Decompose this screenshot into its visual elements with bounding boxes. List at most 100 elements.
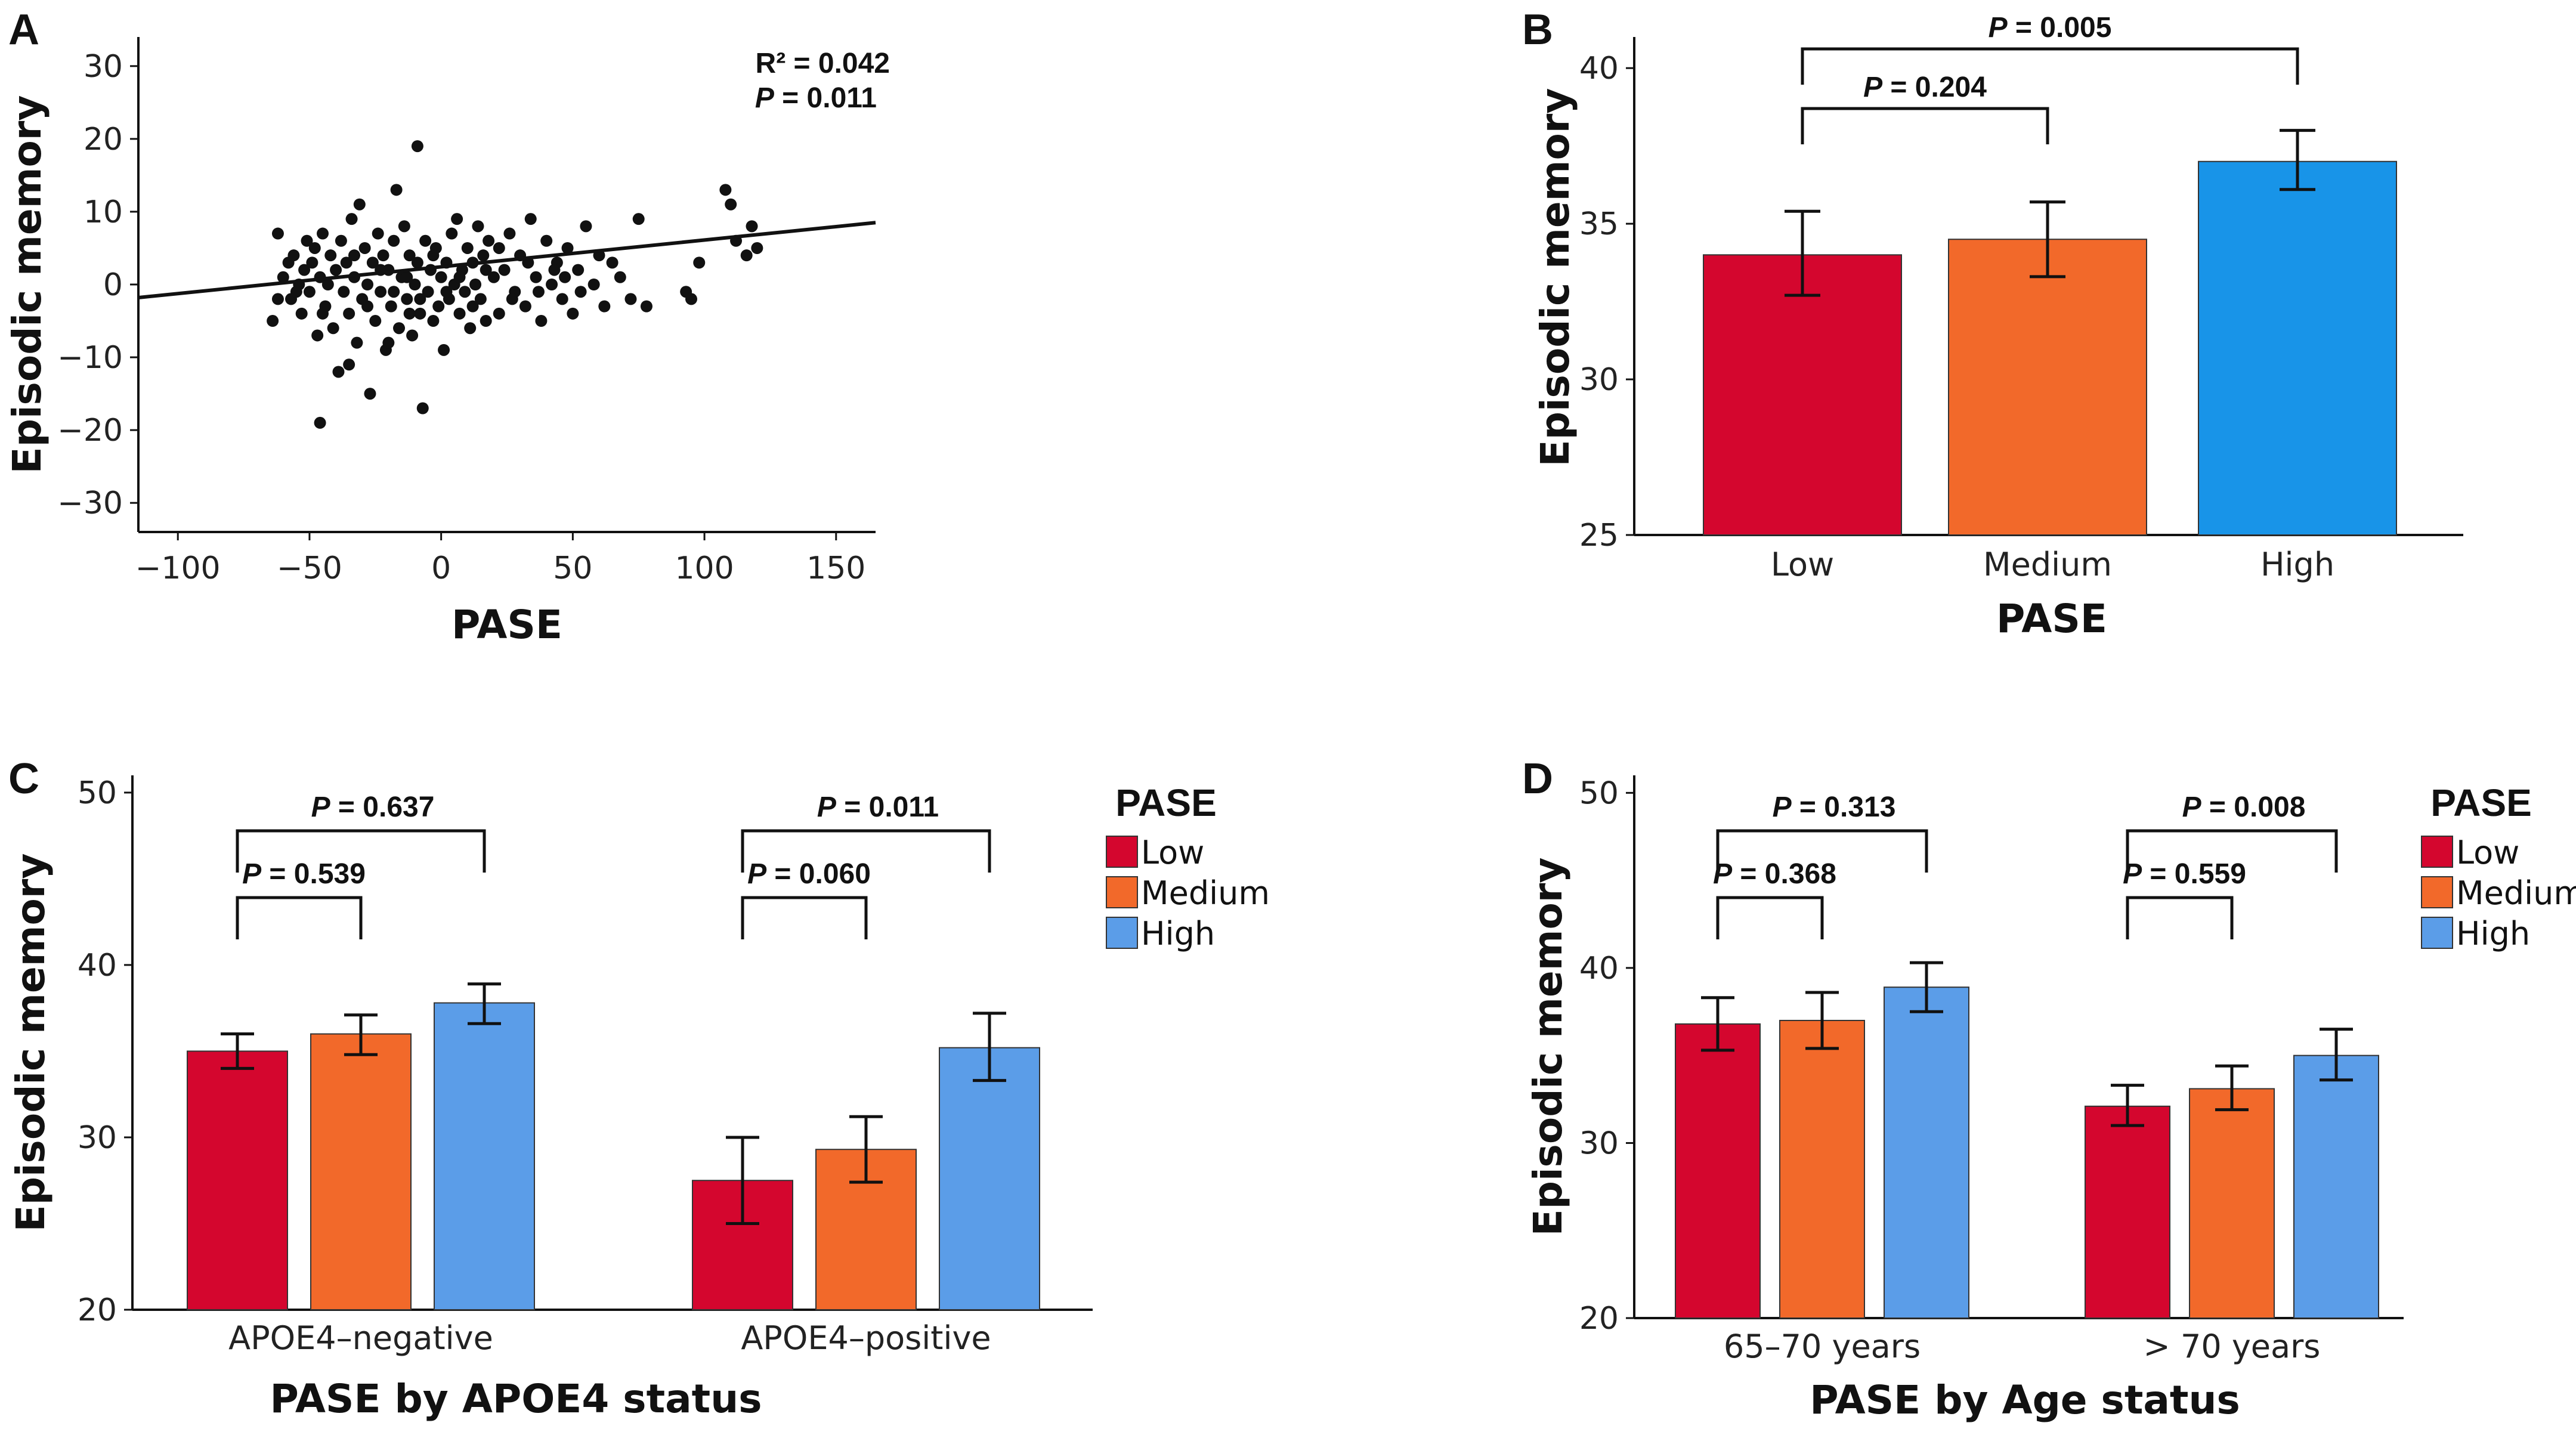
scatter-point bbox=[330, 264, 342, 276]
p-value-annotation: P = 0.008 bbox=[2182, 791, 2306, 823]
p-value-annotation: P = 0.060 bbox=[747, 858, 871, 890]
p-value-annotation-value: = 0.204 bbox=[1882, 72, 1987, 103]
scatter-point bbox=[498, 264, 511, 276]
scatter-point bbox=[438, 344, 450, 356]
scatter-point bbox=[388, 234, 400, 247]
scatter-point bbox=[324, 249, 337, 262]
scatter-point bbox=[382, 336, 395, 349]
scatter-point bbox=[364, 388, 376, 400]
scatter-point bbox=[317, 227, 329, 240]
scatter-point bbox=[574, 286, 587, 298]
y-tick-label: 10 bbox=[84, 194, 123, 230]
scatter-point bbox=[532, 286, 545, 298]
legend-swatch-low bbox=[2421, 836, 2453, 868]
panel-label-a: A bbox=[8, 6, 39, 54]
category-label: 65–70 years bbox=[1724, 1328, 1921, 1365]
category-label: APOE4–negative bbox=[228, 1319, 493, 1357]
p-value-annotation-p: P bbox=[2123, 858, 2142, 890]
y-tick-label: 20 bbox=[1579, 1301, 1619, 1337]
scatter-point bbox=[366, 256, 379, 269]
scatter-point bbox=[535, 315, 548, 327]
p-value-annotation-p: P bbox=[2182, 791, 2202, 823]
y-tick-label: 50 bbox=[78, 775, 117, 811]
scatter-point bbox=[459, 286, 471, 298]
scatter-point bbox=[524, 213, 537, 225]
significance-bracket bbox=[2126, 896, 2234, 939]
category-label: Medium bbox=[1983, 546, 2112, 583]
scatter-point bbox=[298, 264, 311, 276]
significance-bracket bbox=[236, 829, 486, 873]
legend-label: High bbox=[2456, 915, 2530, 952]
scatter-point bbox=[477, 249, 490, 262]
scatter-point bbox=[440, 286, 453, 298]
scatter-point bbox=[435, 271, 447, 283]
y-tick-label: 30 bbox=[78, 1120, 117, 1156]
scatter-point bbox=[546, 279, 558, 290]
y-axis-title: Episodic memory bbox=[4, 95, 50, 474]
scatter-point bbox=[572, 264, 585, 276]
p-value-annotation-p: P bbox=[1713, 858, 1733, 890]
scatter-point bbox=[314, 416, 326, 429]
p-value-annotation-p: P bbox=[1863, 72, 1883, 103]
scatter-point bbox=[414, 293, 426, 305]
scatter-point bbox=[343, 358, 355, 371]
bar-medium bbox=[1948, 239, 2147, 536]
scatter-point bbox=[685, 293, 697, 305]
scatter-point bbox=[388, 286, 400, 298]
y-tick-label: 35 bbox=[1579, 206, 1619, 242]
scatter-point bbox=[751, 242, 763, 254]
fit-line bbox=[138, 221, 876, 299]
y-tick-label: 40 bbox=[1579, 51, 1619, 86]
bar-low bbox=[1675, 1023, 1761, 1319]
scatter-point bbox=[271, 293, 284, 305]
bar-high bbox=[939, 1047, 1040, 1311]
scatter-point bbox=[493, 242, 505, 254]
scatter-point bbox=[614, 271, 626, 283]
y-tick-label: 20 bbox=[78, 1292, 117, 1328]
scatter-point bbox=[587, 279, 600, 290]
scatter-point bbox=[308, 242, 321, 254]
scatter-point bbox=[277, 271, 289, 283]
p-value-annotation-value: = 0.008 bbox=[2201, 791, 2306, 823]
category-label: High bbox=[2260, 546, 2334, 583]
scatter-point bbox=[369, 315, 382, 327]
scatter-point bbox=[540, 234, 553, 247]
scatter-point bbox=[606, 256, 619, 269]
scatter-point bbox=[461, 242, 474, 254]
scatter-point bbox=[398, 220, 410, 233]
p-value-annotation-value: = 0.005 bbox=[2008, 12, 2112, 44]
x-axis-title: PASE by APOE4 status bbox=[270, 1376, 762, 1422]
scatter-point bbox=[487, 271, 500, 283]
scatter-point bbox=[480, 264, 492, 276]
significance-bracket bbox=[1716, 896, 1824, 939]
legend-label: High bbox=[1141, 915, 1215, 952]
scatter-point bbox=[358, 242, 371, 254]
scatter-point bbox=[519, 300, 531, 313]
scatter-point bbox=[406, 329, 419, 342]
scatter-point bbox=[353, 198, 366, 211]
bar-medium bbox=[2189, 1088, 2275, 1319]
scatter-point bbox=[746, 220, 758, 233]
scatter-point bbox=[345, 213, 358, 225]
y-tick-label: −30 bbox=[57, 485, 123, 521]
scatter-point bbox=[530, 271, 542, 283]
x-tick-label: 50 bbox=[553, 550, 592, 586]
bar-high bbox=[2198, 160, 2397, 536]
scatter-point bbox=[411, 140, 423, 153]
scatter-point bbox=[598, 300, 611, 313]
p-value-annotation-p: P bbox=[242, 858, 262, 890]
scatter-point bbox=[474, 293, 487, 305]
legend-swatch-medium bbox=[1106, 876, 1138, 908]
scatter-point bbox=[422, 286, 434, 298]
p-value-annotation: P = 0.011 bbox=[817, 791, 939, 823]
legend-label: Low bbox=[1141, 834, 1204, 871]
scatter-point bbox=[725, 198, 737, 211]
x-axis-title: PASE by Age status bbox=[1810, 1377, 2240, 1423]
scatter-point bbox=[506, 293, 518, 305]
y-axis-title: Episodic memory bbox=[8, 853, 54, 1232]
legend-title: PASE bbox=[2430, 781, 2532, 824]
scatter-point bbox=[390, 184, 403, 196]
